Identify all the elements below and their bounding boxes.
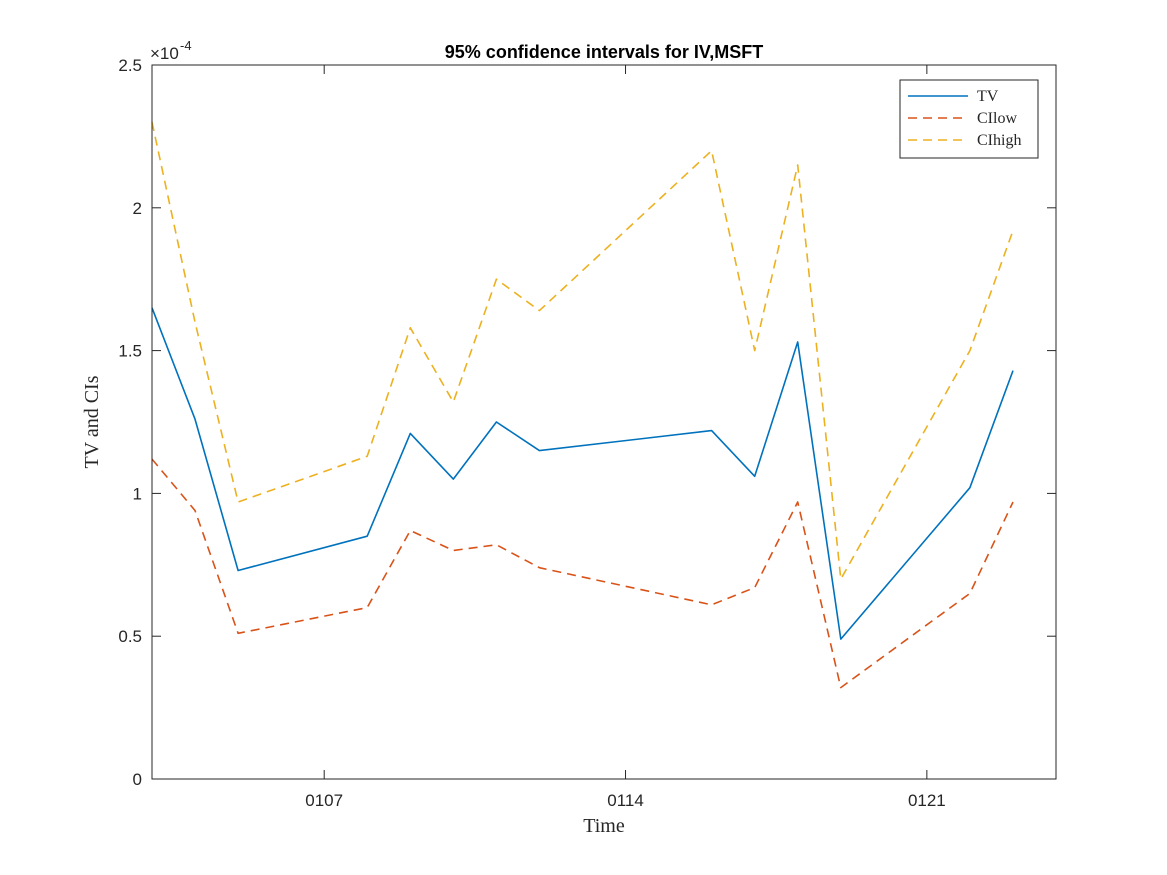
legend-label-tv: TV <box>977 88 999 105</box>
y-exponent-base: ×10 <box>150 44 179 63</box>
series-layer <box>151 121 1014 689</box>
series-line-cihigh <box>151 121 1014 580</box>
y-tick-label: 0 <box>133 770 142 789</box>
y-exponent-base-text: ×10 <box>150 44 179 63</box>
x-tick-label: 0121 <box>908 791 946 810</box>
series-line-cilow <box>151 458 1014 689</box>
legend: TV CIlow CIhigh <box>899 79 1039 159</box>
x-tick-label: 0107 <box>305 791 343 810</box>
y-exponent-power: -4 <box>180 38 192 53</box>
x-tick-label: 0114 <box>607 791 644 810</box>
legend-label-cihigh: CIhigh <box>977 132 1021 149</box>
y-tick-label: 0.5 <box>118 627 142 646</box>
y-tick-label: 2 <box>133 199 142 218</box>
series-line-tv <box>151 307 1014 640</box>
x-axis-label: Time <box>583 815 625 837</box>
plot-frame <box>151 64 1057 780</box>
y-tick-label: 2.5 <box>118 56 142 75</box>
y-axis-label: TV and CIs <box>81 375 103 468</box>
y-tick-label: 1 <box>133 484 142 503</box>
axis-layer: 0107 0114 0121 0 0.5 1 1.5 2 2.5 <box>118 56 1056 810</box>
legend-label-cilow: CIlow <box>977 110 1017 127</box>
legend-box <box>899 79 1039 159</box>
chart-title: 95% confidence intervals for IV,MSFT <box>445 42 763 62</box>
y-tick-label: 1.5 <box>118 342 142 361</box>
